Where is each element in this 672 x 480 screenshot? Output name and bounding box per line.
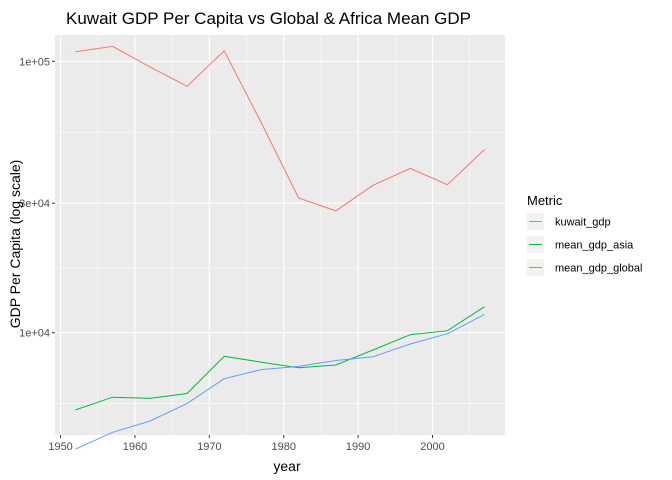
series-lines: [75, 45, 485, 450]
series-line-mean-gdp-asia: [75, 306, 485, 411]
y-tick-label: 1e+04: [19, 328, 50, 340]
x-tick-label: 2000: [420, 441, 444, 453]
x-tick-label: 1990: [346, 441, 370, 453]
x-tick-label: 1950: [48, 441, 72, 453]
chart-title: Kuwait GDP Per Capita vs Global & Africa…: [66, 9, 471, 28]
legend-items: kuwait_gdp mean_gdp_asia mean_gdp_global: [527, 213, 642, 276]
y-tick-label: 3e+04: [19, 198, 50, 210]
minor-gridlines: [55, 35, 505, 435]
legend-label-kuwait-gdp: kuwait_gdp: [555, 217, 611, 229]
y-axis-title: GDP Per Capita (log scale): [7, 160, 23, 329]
legend-label-mean-gdp-global: mean_gdp_global: [555, 263, 642, 275]
series-line-kuwait-gdp: [75, 45, 485, 212]
x-axis-title: year: [273, 458, 301, 474]
legend: Metric kuwait_gdp mean_gdp_asia mean_gdp_g…: [527, 193, 642, 276]
x-tick-label: 1980: [271, 441, 295, 453]
x-tick-label: 1960: [123, 441, 147, 453]
legend-label-mean-gdp-asia: mean_gdp_asia: [555, 240, 634, 252]
major-gridlines: [55, 35, 505, 435]
legend-title: Metric: [527, 193, 563, 208]
y-axis: 1e+04 3e+04 1e+05: [19, 56, 55, 340]
x-axis: 1950 1960 1970 1980 1990 2000: [48, 435, 445, 453]
plot-panel: [55, 35, 505, 435]
series-line-mean-gdp-global: [75, 313, 485, 450]
x-tick-label: 1970: [197, 441, 221, 453]
y-tick-label: 1e+05: [19, 56, 50, 68]
